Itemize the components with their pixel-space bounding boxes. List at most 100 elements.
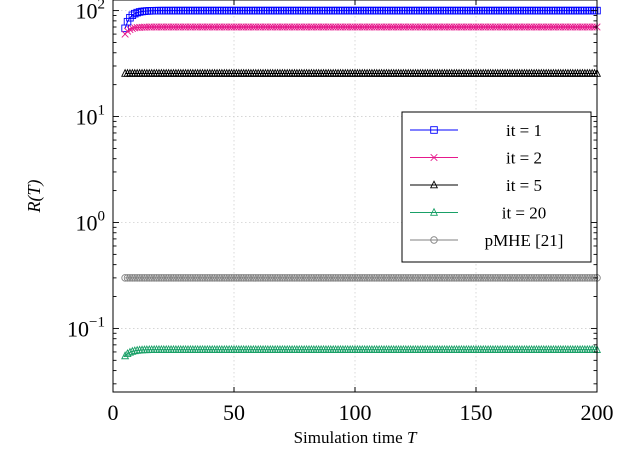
data-point <box>414 274 422 282</box>
series-pmhe-21 <box>121 274 601 282</box>
data-point <box>481 274 490 282</box>
data-point <box>215 274 224 282</box>
data-point <box>339 274 347 282</box>
data-point <box>385 274 393 282</box>
data-point <box>404 274 412 282</box>
data-point <box>457 274 466 282</box>
legend-marker <box>429 180 439 189</box>
legend-entry: pMHE [21] <box>410 231 563 250</box>
legend-label: it = 1 <box>506 121 542 140</box>
data-point <box>544 274 553 282</box>
data-point <box>498 274 507 282</box>
y-tick-label: 100 <box>76 208 106 235</box>
data-point <box>387 274 396 282</box>
data-point <box>208 274 216 282</box>
data-point <box>382 274 391 282</box>
y-tick-label: 101 <box>76 103 106 130</box>
y-tick-power: 1 <box>98 103 106 119</box>
data-point <box>133 274 141 282</box>
data-point <box>307 274 316 282</box>
data-point <box>389 274 398 282</box>
data-point <box>464 274 473 282</box>
data-point <box>375 274 383 282</box>
data-point <box>525 274 533 282</box>
data-point <box>252 274 260 282</box>
data-point <box>259 274 267 282</box>
data-point <box>583 274 592 282</box>
data-point <box>167 274 175 282</box>
data-point <box>518 274 526 282</box>
legend-marker <box>430 153 438 162</box>
x-tick-label: 50 <box>223 400 245 425</box>
legend-entry: it = 2 <box>410 149 542 168</box>
data-point <box>520 274 529 282</box>
data-point <box>581 274 589 282</box>
data-point <box>264 274 272 282</box>
data-point <box>135 8 144 16</box>
data-point <box>162 274 170 282</box>
data-point <box>479 274 488 282</box>
data-point <box>397 274 405 282</box>
data-point <box>358 274 367 282</box>
data-point <box>494 274 502 282</box>
data-point <box>177 274 185 282</box>
data-point <box>198 274 207 282</box>
data-point <box>126 25 134 34</box>
data-point <box>445 274 454 282</box>
data-point <box>590 274 599 282</box>
data-point <box>346 274 354 282</box>
data-point <box>276 274 284 282</box>
legend-marker <box>430 126 438 134</box>
data-point <box>484 274 492 282</box>
data-point <box>138 274 146 282</box>
data-point <box>537 274 546 282</box>
data-point <box>317 274 325 282</box>
data-point <box>235 274 243 282</box>
data-point <box>131 274 139 282</box>
data-point <box>472 274 480 282</box>
series-it-20 <box>121 344 602 360</box>
data-point <box>324 274 333 282</box>
data-point <box>559 274 567 282</box>
data-point <box>573 274 582 282</box>
data-point <box>486 274 495 282</box>
data-point <box>300 274 308 282</box>
data-point <box>576 274 584 282</box>
y-tick-power: 0 <box>98 208 106 224</box>
data-point <box>145 274 154 282</box>
data-point <box>239 274 248 282</box>
data-point <box>455 274 463 282</box>
data-point <box>128 274 137 282</box>
legend-entry: it = 20 <box>410 204 546 223</box>
data-point <box>491 274 500 282</box>
data-point <box>462 274 471 282</box>
data-point <box>460 274 468 282</box>
data-point <box>515 274 524 282</box>
data-point <box>237 274 246 282</box>
y-tick-base: 10 <box>67 316 89 341</box>
data-point <box>341 274 350 282</box>
data-point <box>227 274 236 282</box>
data-point <box>290 274 299 282</box>
data-point <box>319 274 328 282</box>
y-tick-base: 10 <box>76 210 98 235</box>
series-it-5 <box>121 68 602 77</box>
data-point <box>373 274 381 282</box>
series-it-2 <box>121 23 601 38</box>
data-point <box>266 274 275 282</box>
data-point <box>295 274 304 282</box>
data-point <box>506 274 514 282</box>
data-point <box>218 274 226 282</box>
data-point <box>365 274 374 282</box>
data-point <box>510 274 519 282</box>
data-point <box>193 274 202 282</box>
data-point <box>450 274 458 282</box>
data-point <box>421 274 429 282</box>
data-point <box>230 274 238 282</box>
data-point <box>261 274 270 282</box>
data-point <box>571 274 579 282</box>
data-point <box>399 274 408 282</box>
data-point <box>532 274 541 282</box>
